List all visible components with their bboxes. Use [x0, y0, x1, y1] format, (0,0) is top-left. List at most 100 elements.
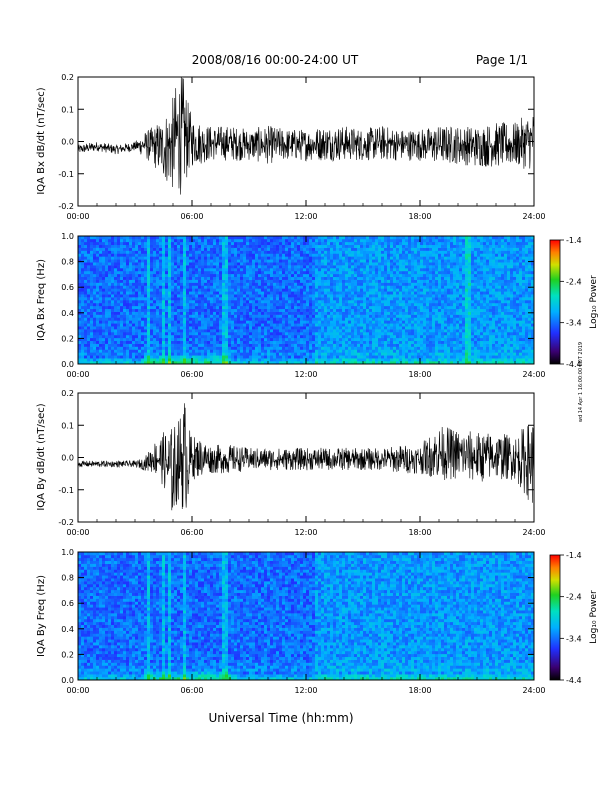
bx-spec-cell [297, 346, 301, 350]
bx-spec-cell [264, 358, 268, 362]
bx-spec-cell [411, 291, 415, 295]
bx-spec-cell [366, 256, 370, 260]
bx-spec-cell [366, 285, 370, 289]
bx-spec-cell [111, 334, 115, 339]
bx-spec-cell [267, 265, 271, 269]
bx-spec-cell [186, 270, 190, 275]
bx-spec-cell [351, 244, 355, 248]
bx-spec-cell [381, 241, 385, 246]
bx-spec-cell [405, 256, 409, 260]
bx-spec-cell [105, 273, 109, 278]
bx-spec-cell [342, 320, 346, 324]
bx-spec-cell [297, 361, 301, 365]
bx-spec-cell [195, 262, 199, 266]
bx-spec-cell [258, 311, 262, 315]
bx-spec-cell [174, 361, 178, 365]
bx-spec-cell [201, 326, 205, 330]
bx-spec-cell [246, 276, 250, 280]
bx-spec-cell [279, 349, 283, 353]
bx-spec-cell [243, 247, 247, 251]
bx-spec-cell [195, 305, 199, 310]
bx-spec-cell [315, 308, 319, 312]
bx-spec-cell [318, 326, 322, 330]
bx-spec-cell [360, 244, 364, 248]
bx-spec-cell [315, 262, 319, 266]
bx-spec-cell [174, 329, 178, 333]
bx-spec-cell [93, 294, 97, 298]
bx-spec-cell [243, 311, 247, 315]
bx-spec-cell [273, 256, 277, 260]
bx-spec-cell [192, 337, 196, 342]
bx-spec-cell [126, 334, 130, 339]
bx-spec-cell [111, 253, 115, 257]
bx-spec-cell [180, 346, 184, 350]
bx-spec-cell [357, 253, 361, 257]
bx-spec-cell [195, 340, 199, 344]
bx-spec-cell [330, 320, 334, 324]
bx-spec-cell [393, 250, 397, 254]
bx-spec-cell [165, 305, 169, 310]
bx-spec-cell [141, 273, 145, 278]
bx-spec-cell [288, 285, 292, 289]
bx-spec-cell [324, 320, 328, 324]
bx-spec-cell [252, 253, 256, 257]
bx-spec-cell [246, 250, 250, 254]
bx-spec-cell [276, 241, 280, 246]
bx-spec-cell [279, 332, 283, 336]
bx-spec-cell [219, 361, 223, 365]
bx-spec-cell [291, 323, 295, 327]
bx-spec-cell [78, 282, 82, 286]
bx-spec-cell [408, 279, 412, 283]
bx-spec-cell [147, 270, 151, 275]
bx-dbdt-ylabel: IQA Bx dB/dt (nT/sec) [36, 87, 47, 194]
bx-spec-cell [123, 300, 127, 304]
bx-spec-cell [105, 320, 109, 324]
bx-spec-cell [399, 259, 403, 263]
bx-spec-cell [87, 265, 91, 269]
bx-spec-cell [354, 343, 358, 347]
bx-spec-cell [375, 288, 379, 292]
bx-spec-cell [408, 317, 412, 321]
bx-spec-cell [114, 253, 118, 257]
bx-spec-cell [372, 238, 376, 243]
bx-spec-cell [330, 323, 334, 327]
bx-spec-cell [129, 256, 133, 260]
bx-spec-cell [156, 279, 160, 283]
bx-spec-cell [348, 361, 352, 365]
bx-spec-cell [384, 314, 388, 318]
bx-spec-cell [357, 294, 361, 298]
bx-spec-cell [261, 343, 265, 347]
bx-spec-cell [402, 282, 406, 286]
bx-spec-cell [99, 308, 103, 312]
bx-spec-cell [126, 238, 130, 243]
bx-spec-cell [213, 241, 217, 246]
bx-spec-cell [396, 297, 400, 301]
bx-spec-cell [354, 314, 358, 318]
bx-spec-cell [300, 302, 304, 307]
bx-spec-cell [177, 355, 181, 359]
bx-spec-cell [348, 262, 352, 266]
bx-spec-cell [159, 305, 163, 310]
bx-spec-cell [150, 352, 154, 356]
bx-spec-cell [111, 332, 115, 336]
bx-spec-cell [333, 244, 337, 248]
bx-spec-cell [321, 355, 325, 359]
bx-spec-cell [315, 265, 319, 269]
bx-spec-cell [339, 238, 343, 243]
bx-spec-cell [225, 273, 229, 278]
bx-spec-cell [294, 320, 298, 324]
bx-spec-cell [309, 302, 313, 307]
bx-spec-cell [381, 305, 385, 310]
bx-spec-cell [351, 314, 355, 318]
bx-spec-cell [231, 297, 235, 301]
bx-spec-cell [186, 253, 190, 257]
bx-spec-cell [159, 238, 163, 243]
bx-spec-cell [291, 247, 295, 251]
bx-spec-cell [135, 358, 139, 362]
bx-spec-cell [339, 268, 343, 272]
bx-spec-cell [219, 236, 223, 240]
bx-spec-cell [102, 308, 106, 312]
bx-spec-cell [123, 320, 127, 324]
bx-spec-cell [225, 265, 229, 269]
bx-spec-cell [249, 308, 253, 312]
